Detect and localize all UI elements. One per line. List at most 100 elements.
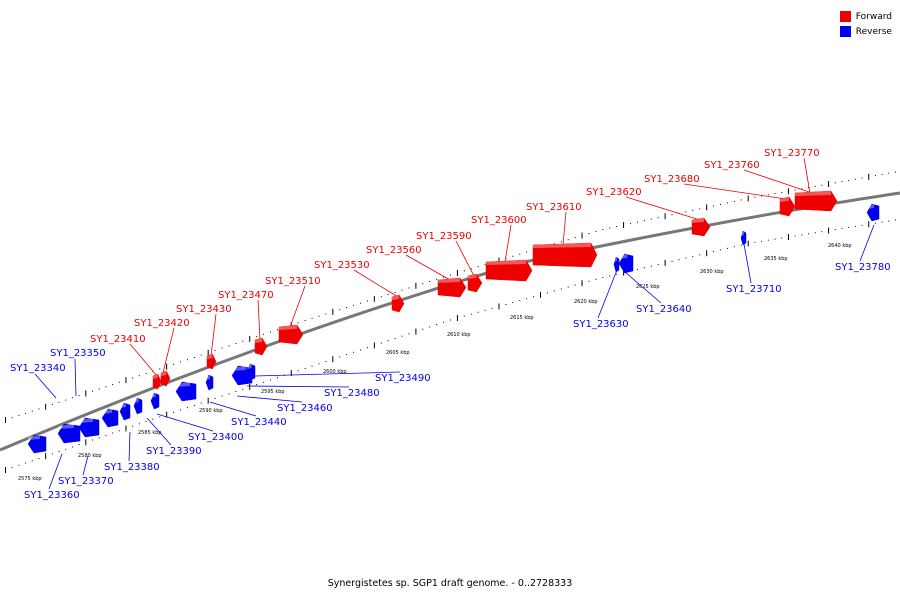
track-tick <box>609 227 611 229</box>
gene-labels: SY1_23410 SY1_23420 SY1_23430 SY1_23470 SY1_… <box>10 148 891 501</box>
track-tick <box>360 349 361 351</box>
track-tick <box>713 251 715 253</box>
track-tick <box>249 383 251 390</box>
gene-label-forward: SY1_23410 <box>90 334 146 345</box>
reverse-gene-arrow <box>246 363 256 381</box>
track-tick <box>85 390 87 397</box>
track-tick <box>332 308 334 315</box>
axis-tick-label: 2575 kbp <box>18 476 42 482</box>
forward-gene-arrow <box>467 273 483 293</box>
track-tick <box>166 363 168 370</box>
gene-label-forward: SY1_23590 <box>416 231 472 242</box>
gene-highlight <box>28 435 40 440</box>
track-tick <box>643 267 645 269</box>
track-tick <box>276 329 278 331</box>
track-tick <box>297 322 299 324</box>
gene-highlight <box>468 274 477 279</box>
track-tick <box>193 404 195 406</box>
track-tick <box>270 331 271 333</box>
track-tick <box>574 237 576 239</box>
forward-gene-arrow <box>254 337 268 356</box>
axis-tick-label: 2610 kbp <box>447 332 471 338</box>
track-tick <box>650 218 652 220</box>
leader-line <box>129 343 158 377</box>
track-tick <box>65 448 67 450</box>
track-tick <box>11 417 13 419</box>
leader-line <box>625 196 701 221</box>
track-tick <box>861 224 863 226</box>
track-tick <box>450 319 451 321</box>
axis-tick-label: 2595 kbp <box>261 389 285 395</box>
reverse-track-dots <box>5 219 896 473</box>
track-tick <box>854 178 856 180</box>
track-tick <box>138 423 140 425</box>
track-tick <box>207 397 209 404</box>
leader-line <box>597 269 618 319</box>
gene-label-forward: SY1_23770 <box>764 148 820 159</box>
forward-gene-arrow <box>794 190 838 212</box>
gene-highlight <box>795 191 831 196</box>
track-tick <box>868 221 870 228</box>
track-tick <box>643 220 645 222</box>
track-tick <box>85 439 87 446</box>
track-tick <box>650 265 652 267</box>
track-tick <box>221 347 223 349</box>
track-tick <box>38 457 40 459</box>
reverse-label: Reverse <box>855 26 892 37</box>
gene-highlight <box>486 260 526 265</box>
track-tick <box>360 302 361 304</box>
track-tick <box>11 467 13 469</box>
track-tick <box>159 368 161 370</box>
leader-line <box>236 395 303 403</box>
gene-label-reverse: SY1_23480 <box>324 388 380 399</box>
gene-label-forward: SY1_23680 <box>644 174 700 185</box>
forward-gene-arrow <box>152 373 162 390</box>
track-tick <box>138 375 140 377</box>
track-tick <box>794 189 796 191</box>
gene-highlight <box>867 204 875 209</box>
axis-tick-label: 2605 kbp <box>386 350 410 356</box>
track-tick <box>353 304 355 306</box>
track-tick <box>353 351 355 353</box>
gene-highlight <box>533 243 591 248</box>
track-tick <box>180 361 181 363</box>
track-tick <box>808 233 809 235</box>
track-tick <box>118 381 120 383</box>
track-tick <box>394 291 396 293</box>
track-tick <box>415 282 417 289</box>
track-tick <box>470 268 472 270</box>
gene-label-reverse: SY1_23390 <box>146 446 202 457</box>
leader-line <box>254 371 401 377</box>
track-tick <box>276 377 278 379</box>
track-tick <box>602 229 604 231</box>
track-tick <box>290 322 292 329</box>
track-tick <box>145 421 147 423</box>
track-tick <box>228 345 230 347</box>
reverse-gene-arrow <box>613 256 620 273</box>
axis-tick-label: 2590 kbp <box>199 408 223 414</box>
track-tick <box>567 286 569 288</box>
track-tick <box>854 225 856 227</box>
track-tick <box>699 208 701 210</box>
gene-label-reverse: SY1_23460 <box>277 403 333 414</box>
legend-reverse: Reverse <box>839 24 892 39</box>
track-tick <box>895 219 896 221</box>
leader-line <box>82 455 89 476</box>
track-tick <box>754 241 756 243</box>
track-tick <box>339 309 341 311</box>
track-tick <box>118 430 120 432</box>
track-tick <box>671 260 673 262</box>
track-tick <box>18 464 20 466</box>
track-tick <box>512 255 514 257</box>
track-tick <box>595 278 597 280</box>
track-tick <box>58 401 60 403</box>
axis-tick-label: 2600 kbp <box>323 369 347 375</box>
gene-label-forward: SY1_23620 <box>586 187 642 198</box>
gene-highlight <box>102 409 112 414</box>
leader-line <box>128 431 131 462</box>
axis-tick-label: 2635 kbp <box>764 256 788 262</box>
track-tick <box>450 274 451 276</box>
track-tick <box>373 295 375 302</box>
gene-label-forward: SY1_23420 <box>134 318 190 329</box>
track-tick <box>623 222 625 229</box>
